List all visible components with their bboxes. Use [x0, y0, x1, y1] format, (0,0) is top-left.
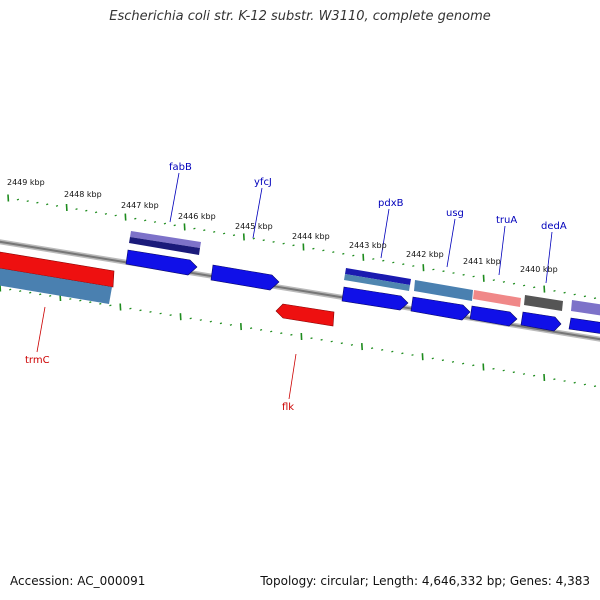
feature-fabB-cds[interactable] — [129, 231, 201, 255]
scale-label: 2444 kbp — [292, 232, 330, 241]
feature-trmC-cds[interactable] — [0, 268, 112, 304]
gene-label-truA[interactable]: truA — [496, 215, 517, 226]
feature-usg-cds[interactable] — [414, 280, 473, 301]
gene-label-flk[interactable]: flk — [282, 402, 294, 413]
gene-arrow-flk[interactable] — [275, 303, 335, 327]
gene-label-yfcJ[interactable]: yfcJ — [254, 177, 272, 188]
scale-label: 2447 kbp — [121, 201, 159, 210]
scale-label: 2442 kbp — [406, 250, 444, 259]
gene-label-fabB[interactable]: fabB — [169, 162, 192, 173]
gene-label-dedA[interactable]: dedA — [541, 221, 567, 232]
scale-label: 2440 kbp — [520, 265, 558, 274]
gene-arrow-yfcJ[interactable] — [210, 264, 280, 291]
gene-arrow-next[interactable] — [568, 317, 600, 334]
gene-arrow-trmC[interactable] — [0, 251, 115, 288]
label-leaders — [169, 172, 553, 284]
gene-label-usg[interactable]: usg — [446, 208, 464, 219]
scale-label: 2443 kbp — [349, 241, 387, 250]
map-title: Escherichia coli str. K-12 substr. W3110… — [109, 9, 491, 24]
feature-pdxB-cds[interactable] — [344, 268, 411, 291]
feature-truA-cds[interactable] — [473, 290, 521, 307]
gene-label-trmC[interactable]: trmC — [25, 355, 50, 366]
genome-summary: Topology: circular; Length: 4,646,332 bp… — [260, 574, 590, 588]
inner-scale-ticks — [0, 284, 597, 388]
outer-scale-ticks — [7, 194, 597, 300]
feature-dedA-cds[interactable] — [524, 295, 563, 311]
scale-label: 2446 kbp — [178, 212, 216, 221]
scale-label: 2449 kbp — [7, 178, 45, 187]
gene-arrow-pdxB[interactable] — [341, 286, 409, 311]
scale-label: 2445 kbp — [235, 222, 273, 231]
scale-label: 2448 kbp — [64, 190, 102, 199]
scale-label: 2441 kbp — [463, 257, 501, 266]
accession-label: Accession: AC_000091 — [10, 574, 146, 588]
gene-arrow-fabB[interactable] — [125, 249, 198, 276]
reverse-label-leaders — [36, 306, 297, 400]
gene-label-pdxB[interactable]: pdxB — [378, 198, 404, 209]
gene-arrow-dedA[interactable] — [520, 311, 562, 332]
gene-arrow-truA[interactable] — [469, 305, 518, 327]
gene-arrow-usg[interactable] — [410, 296, 471, 321]
feature-next-cds[interactable] — [571, 300, 600, 316]
